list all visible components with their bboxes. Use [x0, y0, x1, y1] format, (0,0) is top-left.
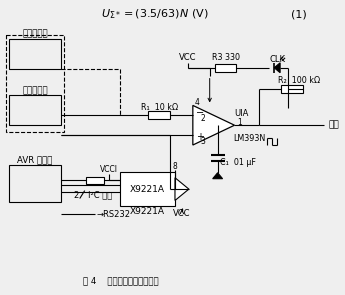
- Polygon shape: [213, 173, 223, 179]
- Bar: [9, 39, 61, 69]
- Bar: [6, 35, 64, 132]
- Text: LM393N: LM393N: [233, 134, 266, 142]
- Text: AVR 单片机: AVR 单片机: [18, 155, 53, 164]
- Text: 4: 4: [194, 98, 199, 107]
- Text: R3 330: R3 330: [211, 53, 239, 62]
- Text: CLK: CLK: [269, 55, 285, 64]
- Text: →RS232: →RS232: [97, 210, 131, 219]
- Polygon shape: [274, 63, 280, 73]
- Bar: [86, 177, 104, 184]
- Bar: [9, 165, 61, 202]
- Text: I²C 总线: I²C 总线: [88, 190, 113, 199]
- Text: VCCI: VCCI: [99, 165, 118, 174]
- Bar: [148, 111, 170, 119]
- Text: VCC: VCC: [179, 53, 197, 62]
- Text: 流量传感器: 流量传感器: [22, 30, 48, 39]
- Polygon shape: [193, 105, 235, 145]
- Text: R₁  10 kΩ: R₁ 10 kΩ: [140, 103, 178, 112]
- Text: UIA: UIA: [234, 109, 249, 118]
- Text: X9221A: X9221A: [130, 185, 165, 194]
- Text: $U_{\Sigma*} = (3.5/63)N\ (\mathrm{V})$: $U_{\Sigma*} = (3.5/63)N\ (\mathrm{V})$: [101, 7, 209, 21]
- Bar: [9, 96, 61, 125]
- Text: 光敏传感器: 光敏传感器: [22, 86, 48, 95]
- Text: 输出: 输出: [328, 121, 339, 130]
- Polygon shape: [175, 178, 189, 201]
- Text: −: −: [196, 108, 204, 118]
- Bar: [215, 64, 236, 72]
- Text: 2: 2: [73, 191, 78, 200]
- Text: C₁  01 μF: C₁ 01 μF: [219, 158, 255, 167]
- Text: 图 4    微小电压测量电路接口: 图 4 微小电压测量电路接口: [82, 276, 158, 285]
- Text: (1): (1): [291, 9, 307, 19]
- Text: 2: 2: [200, 114, 205, 123]
- Text: VCC: VCC: [173, 209, 191, 218]
- Text: +: +: [196, 132, 204, 142]
- Text: R₂  100 kΩ: R₂ 100 kΩ: [278, 76, 320, 85]
- Bar: [120, 172, 175, 206]
- Text: 1: 1: [237, 118, 242, 127]
- Bar: [281, 85, 303, 93]
- Text: 8: 8: [172, 162, 177, 171]
- Text: X9221A: X9221A: [130, 207, 165, 216]
- Text: 3: 3: [200, 137, 205, 145]
